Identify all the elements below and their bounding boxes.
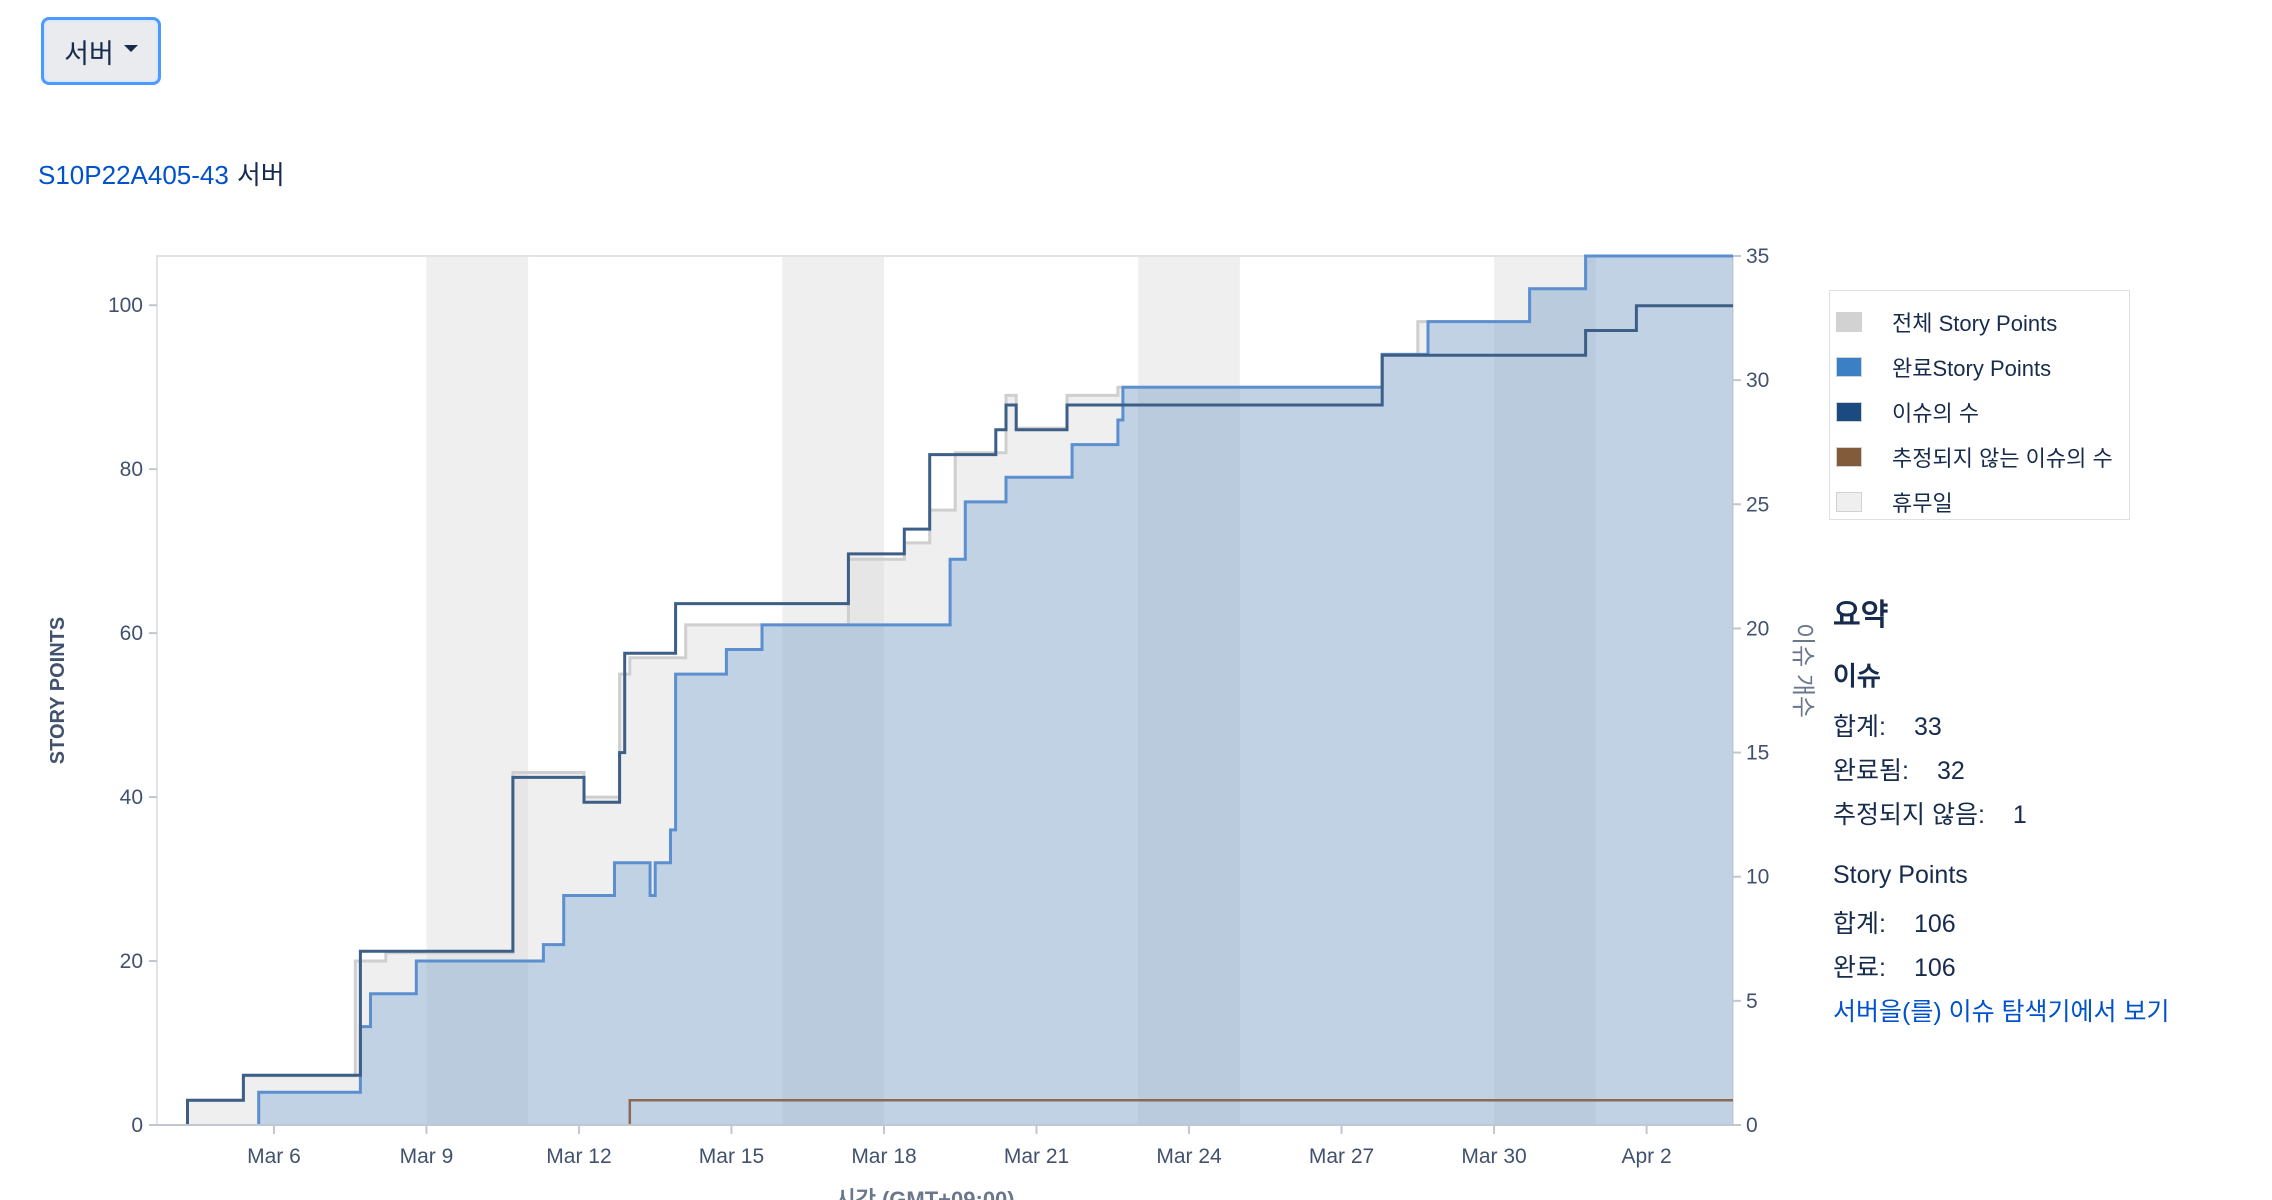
y-tick-label: 0 xyxy=(131,1114,143,1137)
issue-navigator-link[interactable]: 서버을(를) 이슈 탐색기에서 보기 xyxy=(1833,998,2170,1026)
issues-total-value: 33 xyxy=(1913,713,1942,741)
x-axis-label: 시간 (GMT+09:00) xyxy=(835,1187,1014,1200)
breadcrumb: S10P22A405-43 서버 xyxy=(38,155,285,192)
issues-unestimated-value: 1 xyxy=(2012,801,2027,829)
legend-label: 전체 Story Points xyxy=(1892,310,2058,336)
sp-total-row: 합계: 106 xyxy=(1833,904,2263,948)
chart-legend: 전체 Story Points 완료Story Points 이슈의 수 추정되… xyxy=(1829,290,2130,520)
axes-layer: 0 20 40 60 80 100 0 5 10 15 20 25 30 35 Mar 6 Mar 9 Mar … xyxy=(108,245,1769,1168)
non-working-days-layer xyxy=(426,256,1596,1125)
issues-done-row: 완료됨: 32 xyxy=(1833,751,2263,795)
sp-done-value: 106 xyxy=(1913,954,1956,982)
issues-heading: 이슈 xyxy=(1833,661,1881,691)
x-tick-label: Mar 27 xyxy=(1309,1145,1374,1168)
legend-item-non-working[interactable]: 휴무일 xyxy=(1830,479,2129,524)
y2-tick-label: 15 xyxy=(1746,742,1769,765)
y-axis-label: STORY POINTS xyxy=(47,617,69,764)
y2-tick-label: 30 xyxy=(1746,369,1769,392)
legend-item-unestimated[interactable]: 추정되지 않는 이슈의 수 xyxy=(1830,434,2129,479)
non-working-day-band xyxy=(1138,256,1240,1125)
non-working-day-band xyxy=(426,256,529,1125)
x-tick-label: Mar 15 xyxy=(699,1145,764,1168)
x-tick-label: Mar 18 xyxy=(851,1145,916,1168)
legend-item-issue-count[interactable]: 이슈의 수 xyxy=(1830,389,2129,434)
legend-label: 추정되지 않는 이슈의 수 xyxy=(1892,445,2113,471)
legend-item-total-sp[interactable]: 전체 Story Points xyxy=(1830,299,2129,344)
issues-total-row: 합계: 33 xyxy=(1833,707,2263,751)
sp-done-label: 완료: xyxy=(1833,954,1886,982)
y-tick-label: 40 xyxy=(120,786,143,809)
x-tick-label: Apr 2 xyxy=(1621,1145,1671,1168)
y-tick-label: 100 xyxy=(108,294,143,317)
issues-done-value: 32 xyxy=(1936,757,1965,785)
y2-tick-label: 35 xyxy=(1746,245,1769,268)
y-tick-label: 20 xyxy=(120,950,143,973)
x-tick-label: Mar 6 xyxy=(247,1145,301,1168)
legend-label: 휴무일 xyxy=(1892,490,1953,516)
x-tick-label: Mar 21 xyxy=(1004,1145,1069,1168)
legend-item-done-sp[interactable]: 완료Story Points xyxy=(1830,344,2129,389)
x-tick-label: Mar 30 xyxy=(1461,1145,1526,1168)
series-line-2 xyxy=(186,304,1733,1125)
issues-done-label: 완료됨: xyxy=(1833,757,1909,785)
issues-total-label: 합계: xyxy=(1833,713,1886,741)
issues-unestimated-label: 추정되지 않음: xyxy=(1833,801,1985,829)
x-tick-label: Mar 12 xyxy=(546,1145,611,1168)
series-area-1 xyxy=(258,256,1734,1125)
series-area-0 xyxy=(187,256,1733,1125)
legend-swatch xyxy=(1836,491,1862,512)
story-points-heading: Story Points xyxy=(1833,861,1968,889)
summary-title: 요약 xyxy=(1833,599,1889,632)
y-tick-label: 80 xyxy=(120,458,143,481)
dropdown-label: 서버 xyxy=(64,38,114,69)
series-areas-layer xyxy=(187,256,1734,1125)
legend-label: 완료Story Points xyxy=(1892,355,2052,381)
non-working-day-band xyxy=(1494,256,1596,1125)
y2-axis-label: 이슈 개수 xyxy=(1789,623,1816,718)
y2-tick-label: 10 xyxy=(1746,866,1769,889)
x-tick-label: Mar 9 xyxy=(400,1145,454,1168)
issues-unestimated-row: 추정되지 않음: 1 xyxy=(1833,795,2263,839)
y2-tick-label: 5 xyxy=(1746,990,1758,1013)
series-lines-layer xyxy=(186,254,1733,1125)
y2-tick-label: 20 xyxy=(1746,617,1769,640)
summary-panel: 요약 이슈 합계: 33 완료됨: 32 추정되지 않음: 1 Story Point… xyxy=(1833,590,2263,1028)
y2-tick-label: 0 xyxy=(1746,1114,1758,1137)
sp-done-row: 완료: 106 xyxy=(1833,948,2263,992)
sprint-name: 서버 xyxy=(236,160,285,190)
chevron-down-icon xyxy=(123,44,138,52)
y-tick-label: 60 xyxy=(120,622,143,645)
sprint-link[interactable]: S10P22A405-43 xyxy=(38,160,229,190)
legend-label: 이슈의 수 xyxy=(1892,400,1980,426)
series-line-3 xyxy=(628,1098,1733,1125)
legend-swatch xyxy=(1836,356,1862,377)
sp-total-value: 106 xyxy=(1913,910,1956,938)
sp-total-label: 합계: xyxy=(1833,910,1886,938)
legend-swatch xyxy=(1836,401,1862,422)
x-tick-label: Mar 24 xyxy=(1156,1145,1222,1168)
legend-swatch xyxy=(1836,446,1862,467)
sprint-dropdown-button[interactable]: 서버 xyxy=(41,17,161,85)
non-working-day-band xyxy=(782,256,884,1125)
legend-swatch xyxy=(1836,311,1862,332)
y2-tick-label: 25 xyxy=(1746,493,1769,516)
